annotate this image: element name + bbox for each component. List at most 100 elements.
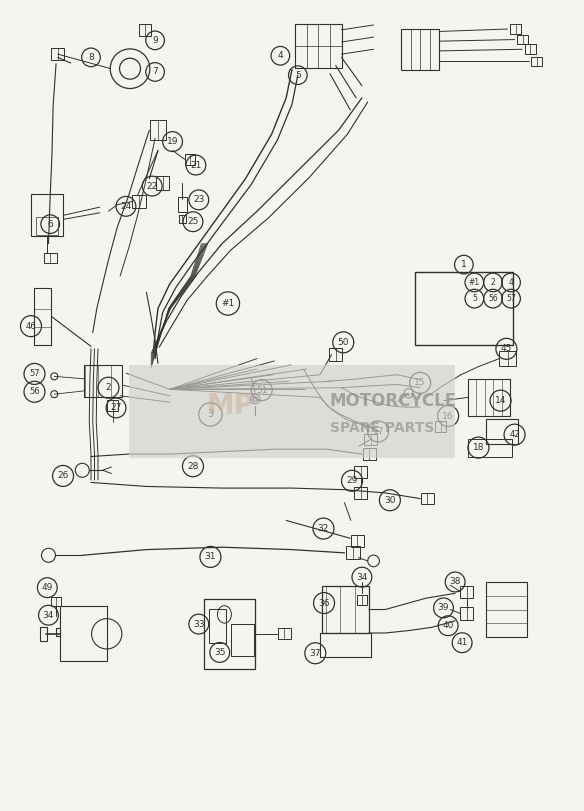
Bar — [460, 607, 473, 620]
Bar — [44, 253, 57, 263]
Bar — [84, 365, 121, 397]
Bar — [51, 597, 61, 607]
Bar — [468, 439, 512, 457]
Bar — [157, 175, 169, 190]
Text: 18: 18 — [472, 443, 484, 452]
Text: 6: 6 — [47, 220, 53, 229]
Text: 49: 49 — [41, 583, 53, 592]
Bar — [185, 154, 195, 165]
Text: 56: 56 — [29, 387, 40, 397]
Text: 39: 39 — [438, 603, 449, 612]
Text: 35: 35 — [214, 648, 225, 657]
Text: 9: 9 — [152, 36, 158, 45]
Text: 8: 8 — [88, 53, 94, 62]
Bar — [107, 400, 118, 411]
Text: 29: 29 — [346, 476, 357, 485]
Bar — [208, 609, 226, 642]
Text: 23: 23 — [193, 195, 204, 204]
Text: 25: 25 — [187, 217, 199, 226]
Bar — [486, 419, 518, 444]
Bar — [401, 29, 439, 70]
Text: 16: 16 — [443, 411, 454, 421]
Bar — [460, 586, 473, 598]
Text: 51: 51 — [256, 385, 267, 395]
Text: 31: 31 — [204, 552, 216, 561]
Bar — [486, 582, 527, 637]
Bar — [179, 215, 186, 223]
Bar — [329, 349, 342, 361]
Text: SPARE PARTS: SPARE PARTS — [330, 421, 434, 436]
Bar — [364, 434, 377, 445]
Bar — [60, 607, 107, 661]
Bar — [499, 351, 516, 366]
Text: 17: 17 — [373, 427, 384, 436]
Bar — [34, 288, 51, 345]
Text: 21: 21 — [190, 161, 201, 169]
Bar — [129, 365, 455, 458]
Text: 33: 33 — [193, 620, 204, 629]
Bar — [510, 24, 521, 34]
Text: 40: 40 — [443, 621, 454, 630]
Bar — [420, 493, 433, 504]
Bar — [354, 487, 367, 499]
Bar — [32, 194, 63, 236]
Bar — [278, 629, 291, 640]
Text: 1: 1 — [461, 260, 467, 269]
Text: 5: 5 — [472, 294, 477, 303]
Bar — [468, 380, 510, 415]
Bar — [434, 421, 446, 432]
Bar — [525, 45, 536, 54]
Text: MP: MP — [207, 392, 255, 419]
Bar — [517, 35, 528, 45]
Text: 32: 32 — [318, 524, 329, 533]
Text: 56: 56 — [488, 294, 498, 303]
Bar — [40, 627, 47, 642]
Bar — [295, 24, 342, 68]
Text: 42: 42 — [509, 430, 520, 439]
Bar — [204, 599, 255, 668]
Bar — [531, 57, 542, 67]
Text: 3: 3 — [207, 410, 214, 419]
Text: 34: 34 — [356, 573, 367, 581]
Bar — [133, 195, 147, 208]
Bar — [351, 534, 364, 547]
Text: 57: 57 — [506, 294, 516, 303]
Text: 5: 5 — [295, 71, 301, 79]
Text: 2: 2 — [106, 383, 112, 393]
Text: #1: #1 — [469, 278, 480, 287]
Bar — [357, 595, 367, 605]
Bar — [322, 586, 369, 633]
Text: 22: 22 — [147, 182, 158, 191]
Bar — [140, 24, 151, 36]
Text: #1: #1 — [221, 299, 235, 308]
Text: 27: 27 — [110, 403, 121, 413]
Text: 2: 2 — [491, 278, 495, 287]
Text: 28: 28 — [187, 461, 199, 470]
Text: 57: 57 — [29, 370, 40, 379]
Text: 30: 30 — [384, 496, 395, 504]
Bar — [178, 197, 186, 212]
Text: 19: 19 — [167, 137, 178, 146]
Bar — [346, 547, 360, 560]
Bar — [36, 217, 58, 234]
Text: MOTORCYCLE: MOTORCYCLE — [330, 393, 457, 410]
Text: 46: 46 — [26, 322, 36, 331]
Text: 14: 14 — [495, 396, 506, 406]
Bar — [415, 272, 513, 345]
Bar — [354, 466, 367, 478]
Text: 41: 41 — [457, 638, 468, 647]
Text: 4: 4 — [277, 51, 283, 60]
Text: 15: 15 — [415, 378, 426, 388]
Text: 38: 38 — [449, 577, 461, 586]
Bar — [320, 633, 371, 657]
Bar — [150, 120, 166, 140]
Bar — [51, 48, 64, 60]
Text: 50: 50 — [338, 338, 349, 347]
Bar — [363, 448, 376, 460]
Text: 37: 37 — [310, 649, 321, 658]
Text: 4: 4 — [509, 278, 513, 287]
Text: 26: 26 — [57, 471, 69, 480]
Text: 34: 34 — [43, 611, 54, 620]
Text: 36: 36 — [318, 599, 330, 607]
Text: 7: 7 — [152, 67, 158, 76]
